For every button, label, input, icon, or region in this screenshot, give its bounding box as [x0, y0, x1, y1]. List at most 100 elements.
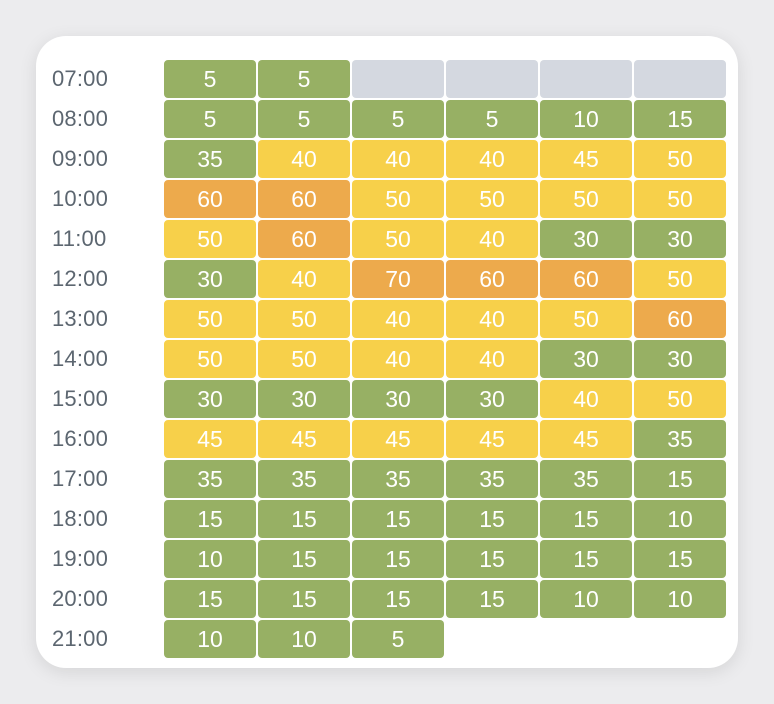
- slot-cell[interactable]: 30: [352, 380, 444, 418]
- slot-cell[interactable]: 60: [258, 180, 350, 218]
- slot-cell[interactable]: 50: [352, 180, 444, 218]
- slot-cell[interactable]: 45: [540, 420, 632, 458]
- slot-cell[interactable]: 15: [164, 580, 256, 618]
- slot-cell[interactable]: 10: [634, 500, 726, 538]
- slot-cell[interactable]: 40: [540, 380, 632, 418]
- slot-cell[interactable]: 50: [446, 180, 538, 218]
- slot-cell[interactable]: 50: [164, 340, 256, 378]
- slot-cell[interactable]: 60: [446, 260, 538, 298]
- slot-cell[interactable]: 15: [540, 540, 632, 578]
- slot-cell[interactable]: 30: [540, 220, 632, 258]
- slot-cell[interactable]: 35: [446, 460, 538, 498]
- slot-cell[interactable]: 10: [164, 620, 256, 658]
- slot-cell[interactable]: 35: [164, 140, 256, 178]
- time-label: 08:00: [52, 106, 109, 131]
- slot-cell[interactable]: 5: [352, 100, 444, 138]
- slot-cell[interactable]: 30: [164, 380, 256, 418]
- slot-cell[interactable]: 40: [258, 260, 350, 298]
- slot-cell[interactable]: 50: [634, 380, 726, 418]
- slot-cell[interactable]: 5: [446, 100, 538, 138]
- slot-cell[interactable]: 15: [446, 580, 538, 618]
- slot-cell[interactable]: 45: [540, 140, 632, 178]
- slot-cell[interactable]: 15: [258, 580, 350, 618]
- time-row: 20:00 15 15 15 15 10 10: [0, 580, 774, 618]
- time-label: 07:00: [52, 66, 109, 91]
- time-label: 09:00: [52, 146, 109, 171]
- slot-cell[interactable]: 5: [258, 100, 350, 138]
- time-row: 08:00 5 5 5 5 10 15: [0, 100, 774, 138]
- time-label: 19:00: [52, 546, 109, 571]
- slot-cell[interactable]: 60: [634, 300, 726, 338]
- slot-cell[interactable]: 30: [540, 340, 632, 378]
- slot-cell[interactable]: 60: [540, 260, 632, 298]
- time-label: 13:00: [52, 306, 109, 331]
- slot-cell[interactable]: 15: [352, 500, 444, 538]
- slot-cell[interactable]: 15: [258, 540, 350, 578]
- slot-cell[interactable]: 15: [446, 540, 538, 578]
- slot-cell-unavailable[interactable]: [634, 60, 726, 98]
- slot-cell[interactable]: 45: [164, 420, 256, 458]
- slot-cell[interactable]: 15: [258, 500, 350, 538]
- slot-cell[interactable]: 10: [540, 580, 632, 618]
- slot-cell[interactable]: 15: [352, 580, 444, 618]
- slot-cell[interactable]: 5: [258, 60, 350, 98]
- slot-cell[interactable]: 50: [634, 180, 726, 218]
- slot-cell[interactable]: 10: [258, 620, 350, 658]
- slot-cell[interactable]: 50: [258, 340, 350, 378]
- slot-cell[interactable]: 40: [446, 340, 538, 378]
- slot-cell[interactable]: 35: [352, 460, 444, 498]
- slot-cell[interactable]: 5: [352, 620, 444, 658]
- slot-cell[interactable]: 50: [164, 300, 256, 338]
- slot-cell[interactable]: 45: [258, 420, 350, 458]
- slot-cell[interactable]: 35: [540, 460, 632, 498]
- slot-cell-unavailable[interactable]: [446, 60, 538, 98]
- slot-cell[interactable]: 30: [634, 220, 726, 258]
- time-label: 16:00: [52, 426, 109, 451]
- slot-cell[interactable]: 70: [352, 260, 444, 298]
- time-row: 12:00 30 40 70 60 60 50: [0, 260, 774, 298]
- slot-cell[interactable]: 30: [258, 380, 350, 418]
- slot-cell[interactable]: 50: [540, 300, 632, 338]
- slot-cell[interactable]: 15: [634, 460, 726, 498]
- time-row: 13:00 50 50 40 40 50 60: [0, 300, 774, 338]
- slot-cell[interactable]: 30: [164, 260, 256, 298]
- slot-cell[interactable]: 50: [634, 140, 726, 178]
- slot-cell[interactable]: 40: [258, 140, 350, 178]
- slot-cell[interactable]: 15: [164, 500, 256, 538]
- slot-cell[interactable]: 50: [540, 180, 632, 218]
- slot-cell[interactable]: 10: [634, 580, 726, 618]
- slot-cell[interactable]: 5: [164, 100, 256, 138]
- slot-cell[interactable]: 5: [164, 60, 256, 98]
- slot-cell[interactable]: 15: [634, 540, 726, 578]
- slot-cell[interactable]: 35: [634, 420, 726, 458]
- slot-cell[interactable]: 50: [352, 220, 444, 258]
- slot-cell[interactable]: 10: [164, 540, 256, 578]
- time-row: 10:00 60 60 50 50 50 50: [0, 180, 774, 218]
- slot-cell[interactable]: 35: [258, 460, 350, 498]
- slot-cell[interactable]: 30: [634, 340, 726, 378]
- slot-cell[interactable]: 45: [446, 420, 538, 458]
- slot-cell[interactable]: 15: [352, 540, 444, 578]
- slot-cell[interactable]: 30: [446, 380, 538, 418]
- slot-cell[interactable]: 15: [540, 500, 632, 538]
- slot-cell[interactable]: 40: [352, 340, 444, 378]
- slot-cell[interactable]: 10: [540, 100, 632, 138]
- slot-cell[interactable]: 50: [634, 260, 726, 298]
- slot-cell[interactable]: 45: [352, 420, 444, 458]
- slot-cell[interactable]: 50: [164, 220, 256, 258]
- slot-cell-unavailable[interactable]: [540, 60, 632, 98]
- slot-cell[interactable]: 40: [446, 220, 538, 258]
- slot-cell[interactable]: 40: [352, 300, 444, 338]
- slot-cell[interactable]: 40: [446, 300, 538, 338]
- slot-cell[interactable]: 40: [446, 140, 538, 178]
- slot-cell[interactable]: 40: [352, 140, 444, 178]
- slot-cell-unavailable[interactable]: [352, 60, 444, 98]
- slot-cell[interactable]: 35: [164, 460, 256, 498]
- slot-cell[interactable]: 50: [258, 300, 350, 338]
- slot-cell[interactable]: 60: [164, 180, 256, 218]
- slot-cell[interactable]: 15: [446, 500, 538, 538]
- time-label: 17:00: [52, 466, 109, 491]
- slot-cell[interactable]: 15: [634, 100, 726, 138]
- slot-cell[interactable]: 60: [258, 220, 350, 258]
